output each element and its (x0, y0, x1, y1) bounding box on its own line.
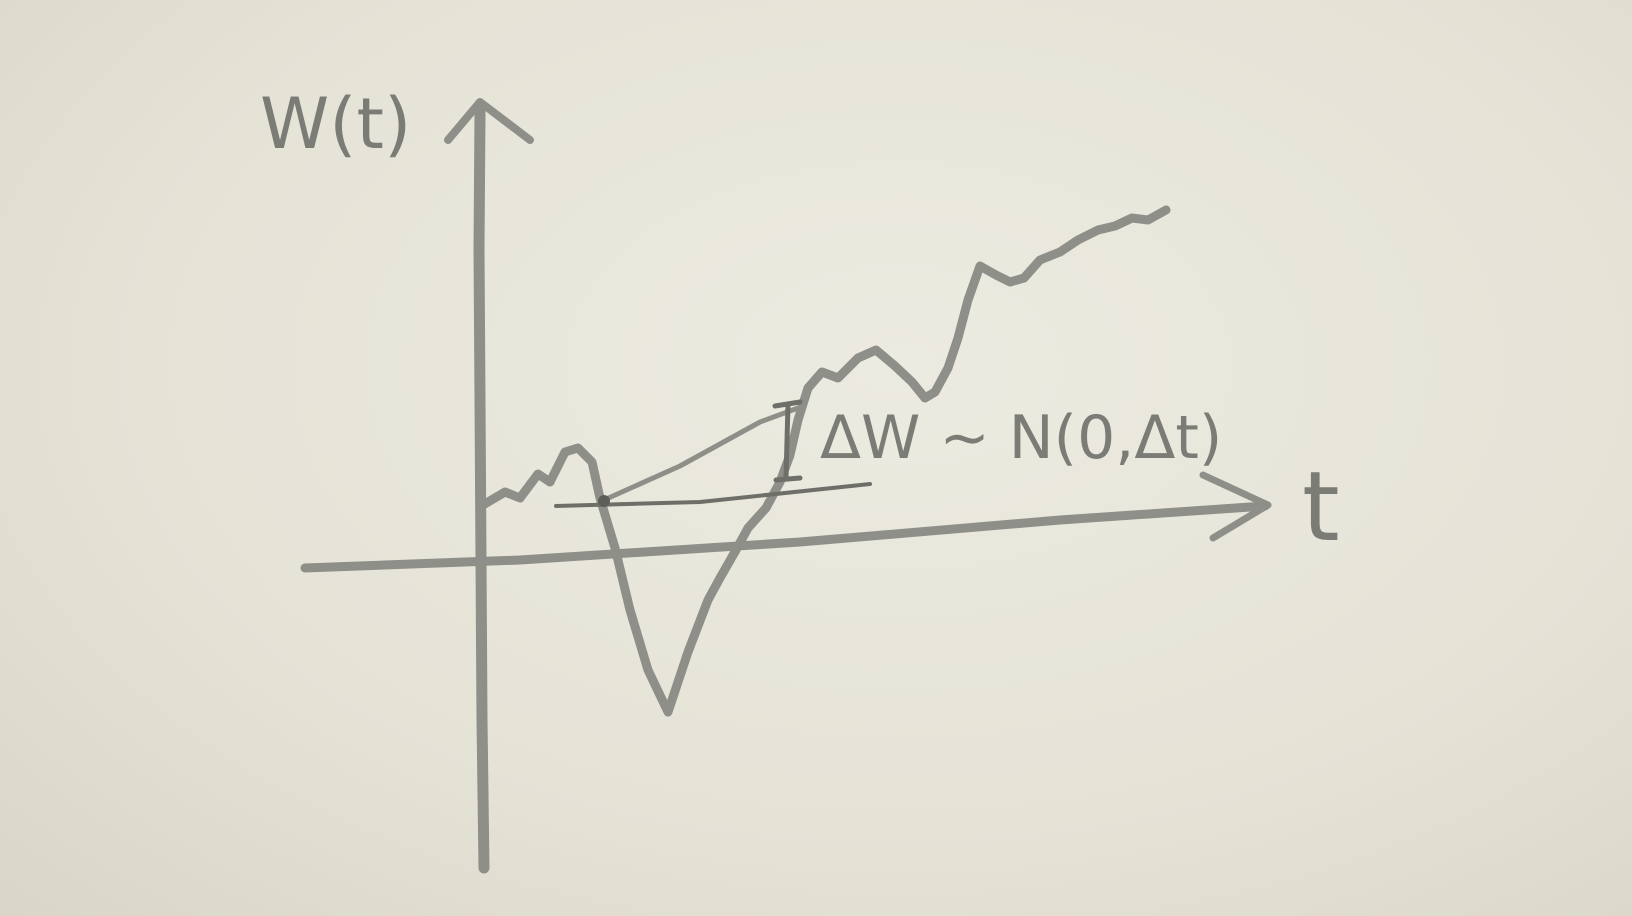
increment-bracket (772, 399, 803, 483)
y-axis (444, 98, 534, 874)
x-axis-label: t (1302, 451, 1340, 563)
brownian-path (478, 205, 1171, 717)
y-axis-label: W(t) (260, 83, 411, 165)
x-axis (300, 471, 1272, 573)
chord-line (601, 405, 801, 503)
start-point-marker (598, 495, 610, 507)
increment-label: ΔW ∼ N(0,Δt) (820, 403, 1222, 473)
